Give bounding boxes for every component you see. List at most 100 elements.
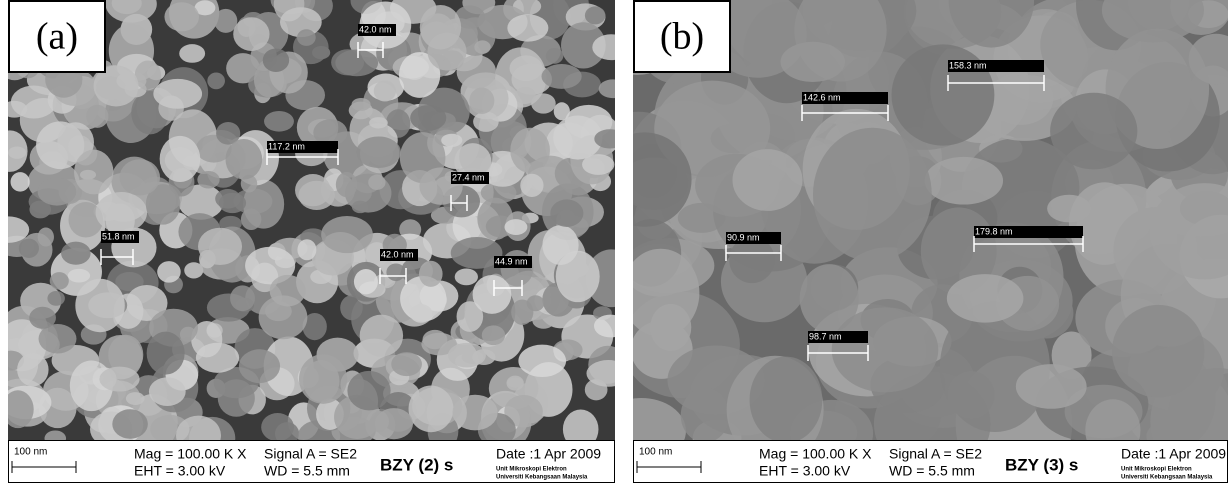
- grain: [469, 88, 494, 114]
- grain: [17, 353, 48, 386]
- grain: [298, 181, 334, 210]
- grain: [582, 154, 614, 175]
- grain: [948, 371, 995, 419]
- grain: [179, 44, 205, 63]
- grain: [360, 315, 403, 357]
- grain: [215, 189, 241, 209]
- signal: Signal A = SE2: [264, 446, 357, 462]
- grain: [270, 275, 306, 307]
- grain: [518, 345, 566, 377]
- grain: [482, 325, 505, 345]
- grain: [541, 64, 581, 89]
- grain: [781, 42, 845, 82]
- grain: [352, 201, 369, 213]
- grain: [261, 413, 294, 441]
- eht: EHT = 3.00 kV: [134, 463, 226, 479]
- grain: [554, 102, 570, 120]
- grain: [75, 279, 124, 333]
- grain: [264, 111, 294, 132]
- measurement-label: 117.2 nm: [268, 141, 305, 151]
- grain: [420, 5, 461, 49]
- grain: [473, 275, 512, 314]
- grain: [38, 228, 54, 247]
- grain: [472, 349, 495, 365]
- grain: [74, 150, 113, 195]
- grain: [410, 304, 433, 323]
- measurement-label: 44.9 nm: [495, 256, 528, 266]
- figure: 42.0 nm 117.2 nm 27.4 nm 51.8 nm 42.0 nm 44.9…: [0, 0, 1230, 484]
- grain: [86, 105, 108, 128]
- grain: [750, 357, 823, 444]
- grain: [356, 136, 401, 168]
- grain: [207, 72, 225, 89]
- grain: [474, 40, 490, 53]
- grain: [147, 332, 185, 375]
- measurement-label: 42.0 nm: [381, 249, 414, 259]
- measurement-label: 158.3 nm: [949, 60, 987, 70]
- grain: [681, 388, 730, 443]
- working-distance: WD = 5.5 mm: [889, 463, 975, 479]
- grain: [50, 272, 69, 290]
- grain: [61, 242, 91, 265]
- signal: Signal A = SE2: [889, 446, 982, 462]
- grain: [1047, 195, 1091, 223]
- grain: [419, 261, 443, 287]
- measurement-label: 142.6 nm: [803, 92, 841, 102]
- grain: [239, 349, 280, 383]
- panel-label: (a): [36, 16, 78, 58]
- grain: [347, 371, 390, 410]
- grain: [925, 157, 1003, 205]
- magnification: Mag = 100.00 K X: [759, 446, 872, 462]
- grain: [1050, 93, 1137, 170]
- grain: [520, 174, 543, 197]
- university-name: Universiti Kebangsaan Malaysia: [1121, 475, 1213, 481]
- grain: [160, 136, 201, 182]
- grain: [527, 295, 545, 311]
- grain: [410, 105, 446, 131]
- grain: [2, 390, 34, 428]
- grain: [452, 395, 497, 431]
- grain: [594, 129, 625, 148]
- grain: [368, 175, 385, 190]
- grain: [586, 360, 629, 387]
- unit-name: Unit Mikroskopi Elektron: [1121, 467, 1192, 473]
- grain: [585, 6, 606, 24]
- grain: [263, 48, 289, 71]
- grain: [96, 192, 147, 233]
- grain: [592, 34, 630, 60]
- scale-label: 100 nm: [14, 447, 47, 458]
- grain: [19, 239, 39, 258]
- grain: [947, 274, 1024, 322]
- grain: [157, 261, 181, 283]
- measurement-label: 179.8 nm: [975, 226, 1013, 236]
- grain: [233, 17, 269, 51]
- grain: [409, 386, 454, 433]
- working-distance: WD = 5.5 mm: [264, 463, 350, 479]
- grain: [335, 50, 378, 77]
- grain: [594, 315, 627, 338]
- grain: [532, 313, 554, 329]
- measurement-label: 51.8 nm: [102, 231, 135, 241]
- grain: [153, 79, 202, 109]
- grain: [126, 392, 145, 405]
- grain: [369, 117, 388, 128]
- unit-name: Unit Mikroskopi Elektron: [496, 467, 567, 473]
- grain: [391, 352, 422, 376]
- grain: [441, 134, 462, 147]
- eht: EHT = 3.00 kV: [759, 463, 851, 479]
- grain: [230, 285, 255, 311]
- grain: [504, 219, 527, 235]
- grain: [241, 208, 261, 230]
- grain: [732, 149, 802, 211]
- grain: [1112, 305, 1205, 398]
- measurement-label: 27.4 nm: [452, 172, 485, 182]
- grain: [164, 2, 199, 31]
- grain: [8, 146, 26, 158]
- grain: [29, 307, 56, 329]
- grain: [297, 239, 316, 260]
- measurement-label: 42.0 nm: [359, 24, 392, 34]
- grain: [214, 9, 237, 33]
- scale-label: 100 nm: [639, 447, 672, 458]
- grain: [386, 263, 405, 281]
- measurement-label: 90.9 nm: [727, 232, 760, 242]
